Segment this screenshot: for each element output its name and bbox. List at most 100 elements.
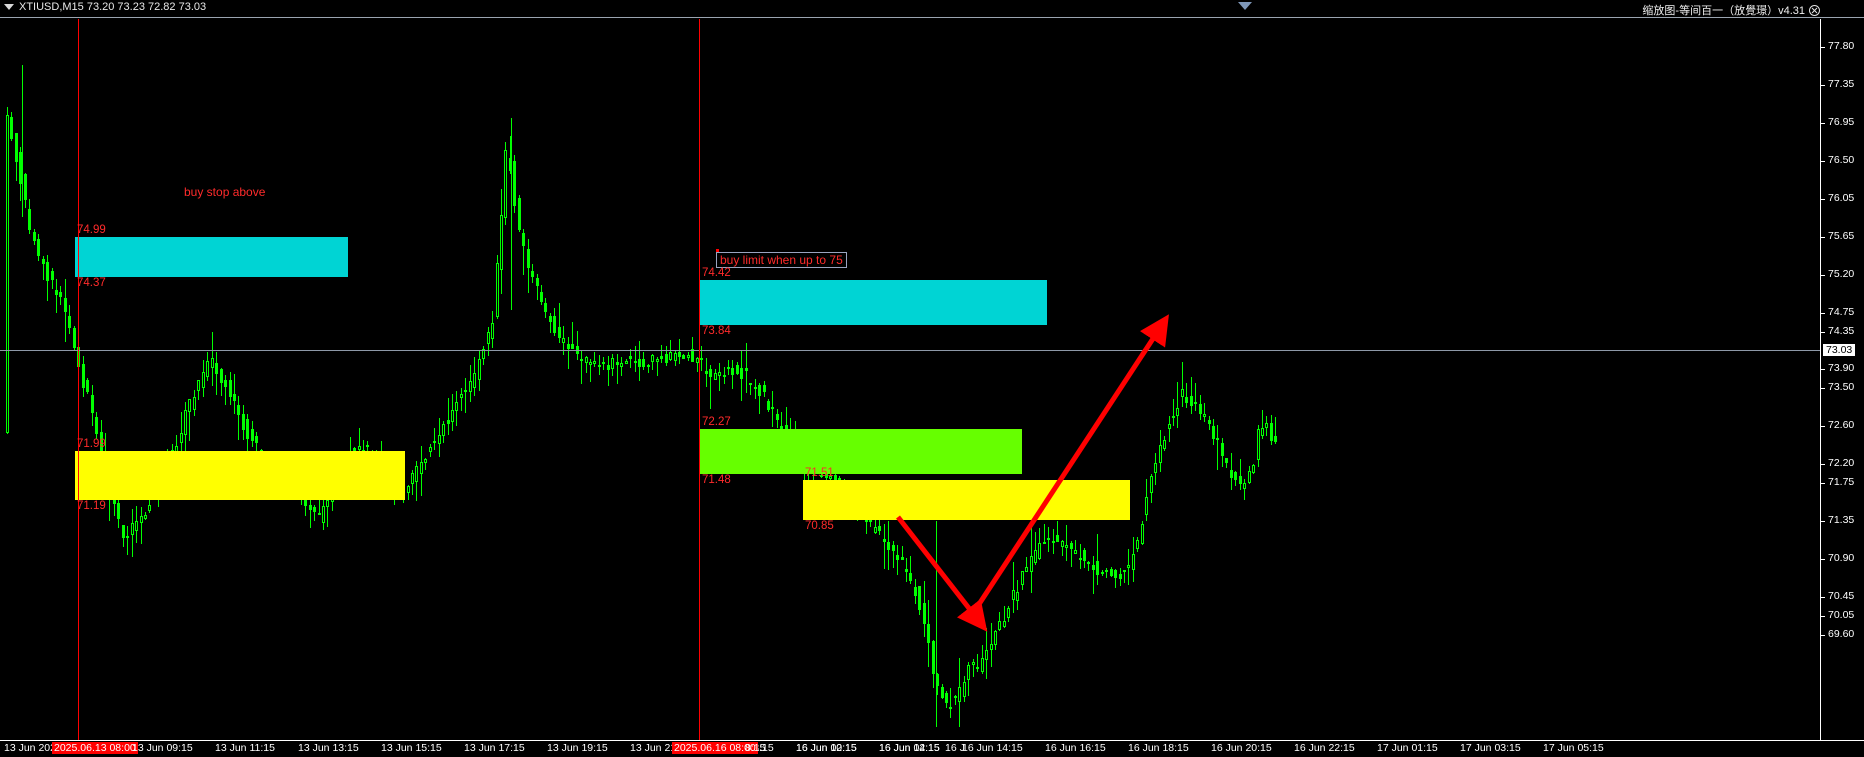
candle-body (700, 358, 704, 361)
panel-collapse-icon[interactable] (1238, 2, 1252, 10)
candle-body (602, 362, 606, 365)
candle-wick (950, 688, 952, 719)
chevron-down-icon[interactable] (4, 4, 14, 10)
price-axis-tick: 70.90 (1821, 552, 1854, 564)
candle-body (998, 620, 1002, 631)
candle-body (81, 363, 85, 388)
candle-body (544, 303, 548, 312)
candle-body (1171, 416, 1175, 418)
candle-body (931, 641, 935, 675)
candle-body (1256, 429, 1260, 460)
candle-wick (1092, 556, 1094, 594)
price-axis[interactable]: 77.80 77.35 76.95 76.50 76.05 75.65 75.20 74.75… (1820, 19, 1864, 740)
candle-body (86, 380, 90, 392)
candle-body (144, 515, 147, 520)
demand-zone-left[interactable] (75, 451, 405, 500)
candle-body (704, 371, 708, 374)
indicator-name-label: 缩放图-等间百一（放覺璟）v4.31 (1642, 5, 1805, 17)
candle-body (32, 232, 36, 241)
price-axis-tick: 77.35 (1821, 78, 1854, 90)
candle-body (1185, 396, 1189, 404)
candle-wick (56, 279, 57, 314)
candle-body (989, 644, 993, 650)
supply-zone-left[interactable] (75, 237, 348, 277)
candle-body (1109, 569, 1113, 577)
candle-body (637, 358, 641, 367)
candle-body (468, 380, 472, 392)
candle-body (993, 631, 997, 646)
candle-body (179, 433, 183, 444)
candle-body (900, 556, 904, 560)
candle-body (357, 445, 361, 451)
candle-body (673, 352, 677, 362)
candle-wick (434, 428, 436, 451)
candle-body (241, 414, 245, 431)
time-axis[interactable]: 13 Jun 2025 2025.06.13 08:00 13 Jun 09:15 1… (0, 740, 1864, 757)
candle-wick (149, 487, 151, 513)
candle-body (918, 585, 922, 611)
candle-wick (954, 694, 956, 705)
chart-plot-area[interactable]: buy stop above buy limit when up to 75 7… (0, 19, 1820, 740)
candle-body (758, 385, 762, 396)
candle-body (1176, 407, 1180, 416)
crosshair-line-2[interactable] (699, 19, 700, 740)
candle-body (59, 291, 63, 298)
supply-zone-right[interactable] (700, 280, 1047, 325)
candle-body (1216, 437, 1220, 440)
candle-body (735, 365, 739, 374)
candle-wick (1244, 479, 1246, 500)
candle-body (1140, 523, 1144, 544)
candle-wick (656, 356, 658, 376)
demand-zone-right-green[interactable] (700, 429, 1022, 474)
supply-zone-left-upper-label: 74.99 (77, 224, 106, 236)
candle-body (442, 423, 446, 437)
candle-body (428, 446, 432, 453)
candle-body (629, 355, 632, 359)
candle-body (669, 351, 673, 360)
candle-body (41, 259, 45, 265)
candle-body (135, 521, 139, 531)
candle-body (531, 270, 535, 278)
candle-body (419, 462, 423, 475)
candle-body (566, 344, 570, 350)
candle-wick (233, 374, 235, 414)
candle-body (1118, 573, 1122, 580)
candle-body (477, 359, 481, 381)
candle-body (139, 515, 143, 524)
candle-body (37, 238, 41, 257)
candle-body (50, 270, 54, 281)
candle-body (767, 400, 770, 411)
candle-body (967, 665, 971, 681)
candle-body (491, 322, 494, 340)
candle-body (1034, 549, 1037, 564)
time-axis-tick: 13 Jun 15:15 (381, 742, 442, 754)
annotation-handle[interactable] (716, 249, 719, 252)
candle-body (873, 527, 877, 533)
candle-body (913, 586, 917, 596)
price-axis-tick: 74.35 (1821, 325, 1854, 337)
buy-stop-above-label[interactable]: buy stop above (184, 185, 266, 199)
candle-wick (754, 379, 756, 399)
candle-body (882, 539, 886, 543)
candle-wick-spike-3 (936, 520, 937, 728)
symbol-ohlc-label: XTIUSD,M15 73.20 73.23 72.82 73.03 (19, 1, 207, 13)
candle-body (424, 459, 428, 463)
candle-body (95, 417, 98, 435)
candle-body (611, 358, 615, 370)
crosshair-line-1[interactable] (78, 19, 79, 740)
candle-body (615, 361, 619, 366)
candle-body (410, 472, 414, 485)
buy-limit-label[interactable]: buy limit when up to 75 (716, 252, 847, 268)
candle-body (962, 682, 966, 698)
candle-body (55, 289, 58, 296)
demand-zone-right-yellow[interactable] (803, 480, 1130, 520)
candle-body (593, 361, 597, 365)
candle-body (1260, 427, 1264, 436)
close-icon[interactable] (1809, 4, 1820, 16)
candle-wick (594, 352, 596, 367)
candle-body (891, 545, 895, 551)
candle-wick-spike (511, 117, 512, 310)
candle-body (909, 572, 913, 582)
candle-body (1131, 553, 1135, 570)
candle-body (904, 569, 908, 572)
